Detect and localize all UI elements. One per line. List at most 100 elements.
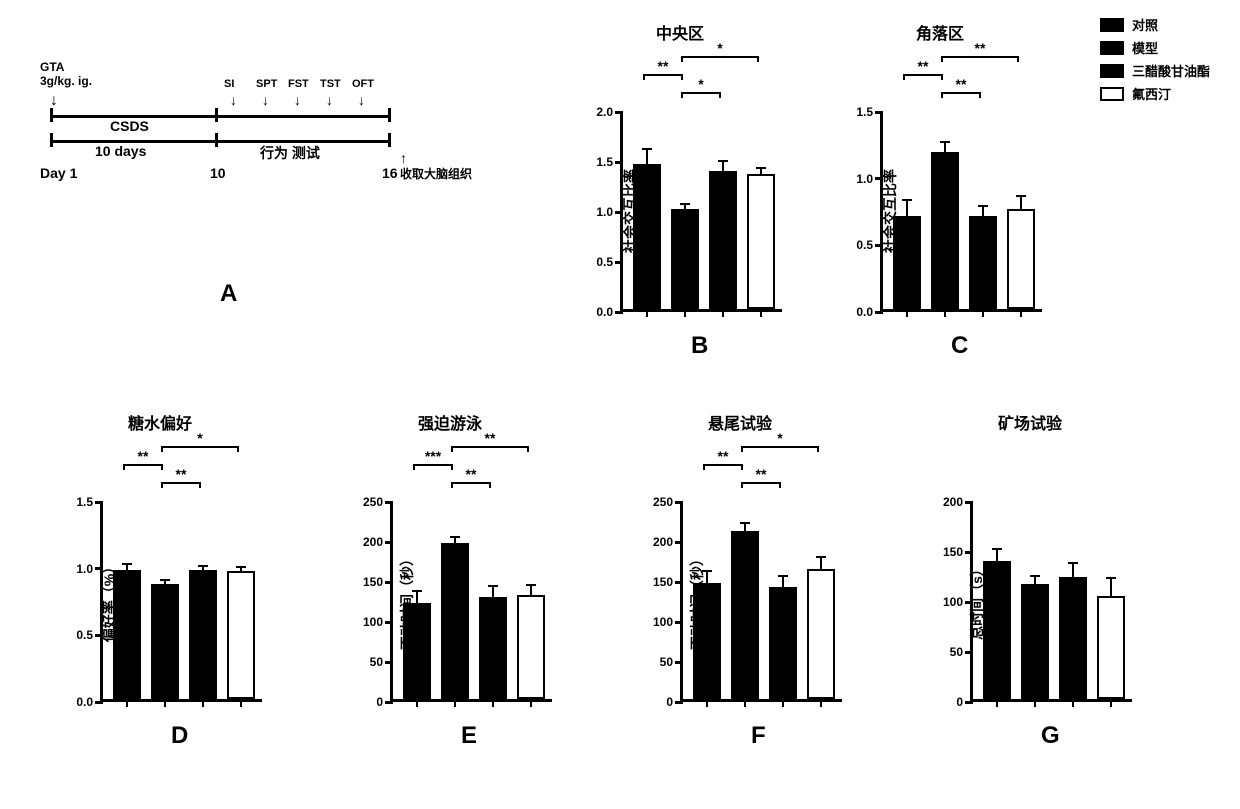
- x-tick: [1072, 699, 1074, 707]
- y-tick: [95, 501, 103, 504]
- bar: [517, 595, 545, 699]
- error-cap: [642, 148, 652, 150]
- sig-label: *: [698, 76, 703, 92]
- y-tick: [385, 621, 393, 624]
- error-bar: [1034, 576, 1036, 584]
- x-tick: [1020, 309, 1022, 317]
- y-tick: [875, 177, 883, 180]
- panel-label: C: [951, 332, 1040, 360]
- x-tick: [492, 699, 494, 707]
- x-tick: [996, 699, 998, 707]
- y-tick: [965, 651, 973, 654]
- harvest-label: 收取大脑组织: [400, 165, 500, 182]
- gta-dose: 3g/kg. ig.: [40, 74, 92, 88]
- bar: [983, 561, 1011, 699]
- error-cap: [992, 548, 1002, 550]
- error-cap: [978, 205, 988, 207]
- sig-bracket-tick: [817, 446, 819, 452]
- bar: [693, 583, 721, 699]
- sig-bracket-tick: [643, 74, 645, 80]
- x-tick: [760, 309, 762, 317]
- tick-end: [388, 108, 391, 122]
- panel-e: 强迫游泳不动时间（秒）050100150200250*******E: [350, 410, 550, 750]
- y-tick: [675, 661, 683, 664]
- error-bar: [996, 549, 998, 561]
- bar: [747, 174, 775, 309]
- legend-swatch: [1100, 41, 1124, 55]
- error-bar: [492, 586, 494, 596]
- x-tick: [530, 699, 532, 707]
- error-cap: [902, 199, 912, 201]
- y-tick-label: 150: [355, 575, 383, 589]
- sig-bracket-tick: [451, 446, 453, 452]
- chart-wrapper: 总时间（s）050100150200: [970, 442, 1130, 702]
- y-tick-label: 0.5: [845, 238, 873, 252]
- x-tick: [416, 699, 418, 707]
- y-tick: [965, 601, 973, 604]
- error-cap: [940, 141, 950, 143]
- sig-bracket-tick: [979, 92, 981, 98]
- panel-label: E: [461, 722, 550, 750]
- sig-bracket-line: [452, 482, 490, 484]
- error-bar: [944, 142, 946, 151]
- error-cap: [198, 565, 208, 567]
- sig-label: **: [918, 58, 929, 74]
- sig-bracket-tick: [199, 482, 201, 488]
- y-tick-label: 150: [935, 545, 963, 559]
- x-tick: [202, 699, 204, 707]
- y-tick: [385, 501, 393, 504]
- sig-bracket-tick: [161, 482, 163, 488]
- down-arrow-icon: ↓: [230, 92, 237, 108]
- down-arrow-icon: ↓: [358, 92, 365, 108]
- y-tick: [615, 211, 623, 214]
- bar: [969, 216, 997, 309]
- y-tick-label: 50: [935, 645, 963, 659]
- x-tick: [820, 699, 822, 707]
- bar: [227, 571, 255, 699]
- down-arrow-icon: ↓: [294, 92, 301, 108]
- chart-wrapper: 不动时间（秒）050100150200250*******: [390, 442, 550, 702]
- tick-mid2: [215, 133, 218, 147]
- test-label: TST: [320, 78, 341, 90]
- sig-label: **: [658, 58, 669, 74]
- bar: [403, 603, 431, 699]
- x-tick: [906, 309, 908, 317]
- error-cap: [1106, 577, 1116, 579]
- end-label: 16: [382, 165, 398, 181]
- chart-title: 矿场试验: [930, 410, 1130, 434]
- error-cap: [680, 203, 690, 205]
- y-tick: [615, 311, 623, 314]
- sig-bracket-tick: [161, 446, 163, 452]
- y-tick-label: 0.5: [65, 628, 93, 642]
- x-tick: [646, 309, 648, 317]
- test-label: SPT: [256, 78, 277, 90]
- panel-label: G: [1041, 722, 1130, 750]
- sig-bracket-tick: [741, 464, 743, 470]
- sig-bracket-tick: [161, 464, 163, 470]
- error-bar: [906, 200, 908, 216]
- y-tick: [965, 701, 973, 704]
- bar: [1021, 584, 1049, 699]
- y-tick-label: 1.5: [845, 105, 873, 119]
- csds-label: CSDS: [110, 118, 149, 134]
- chart-title: 角落区: [840, 20, 1040, 44]
- sig-label: **: [485, 430, 496, 446]
- error-cap: [1030, 575, 1040, 577]
- sig-bracket-tick: [941, 92, 943, 98]
- error-cap: [160, 579, 170, 581]
- error-bar: [1020, 196, 1022, 209]
- legend-label: 对照: [1132, 15, 1158, 34]
- sig-bracket-line: [942, 92, 980, 94]
- bar: [479, 597, 507, 699]
- sig-label: **: [466, 466, 477, 482]
- x-tick: [1110, 699, 1112, 707]
- sig-bracket-line: [942, 56, 1018, 58]
- error-cap: [122, 563, 132, 565]
- y-tick: [385, 661, 393, 664]
- sig-label: **: [956, 76, 967, 92]
- chart-title: 中央区: [580, 20, 780, 44]
- y-tick: [675, 701, 683, 704]
- sig-label: **: [975, 40, 986, 56]
- y-tick: [875, 244, 883, 247]
- sig-bracket-tick: [703, 464, 705, 470]
